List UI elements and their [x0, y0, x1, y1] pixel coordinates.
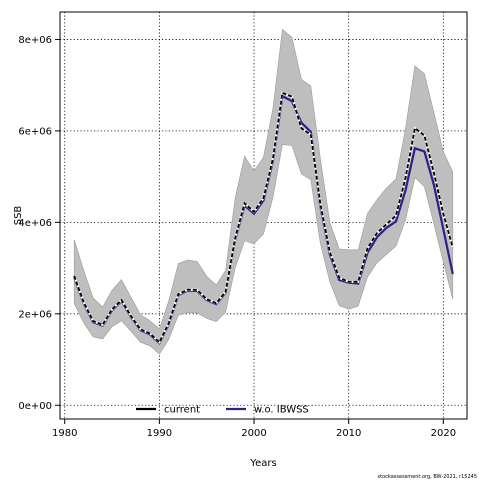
y-tick-label-2: 4e+06 [18, 218, 52, 229]
y-tick-label-3: 6e+06 [18, 126, 52, 137]
confidence-band [73, 28, 454, 355]
series-lines [73, 91, 454, 345]
legend-label-w-o-ibwss: w.o. IBWSS [254, 405, 309, 416]
x-axis-title: Years [249, 458, 276, 469]
y-axis: 0e+00 2e+06 4e+06 6e+06 8e+06 [18, 35, 60, 412]
y-tick-label-1: 2e+06 [18, 309, 52, 320]
x-tick-label-2: 2000 [241, 428, 266, 439]
y-tick-label-4: 8e+06 [18, 35, 52, 46]
x-tick-label-4: 2020 [431, 428, 456, 439]
x-tick-label-1: 1990 [147, 428, 172, 439]
series-line-current [73, 91, 454, 344]
y-tick-label-0: 0e+00 [18, 401, 52, 412]
x-tick-label-3: 2010 [336, 428, 361, 439]
x-tick-label-0: 1980 [52, 428, 77, 439]
legend: current w.o. IBWSS [136, 405, 309, 416]
footer-note: stockassessment.org, BW-2021, r15245 [378, 474, 477, 480]
x-axis: 1980 1990 2000 2010 2020 [52, 419, 456, 439]
y-axis-title: SSB [13, 206, 24, 226]
ssb-confidence-band [73, 28, 454, 355]
plot-frame [59, 11, 468, 420]
legend-label-current: current [164, 405, 200, 416]
